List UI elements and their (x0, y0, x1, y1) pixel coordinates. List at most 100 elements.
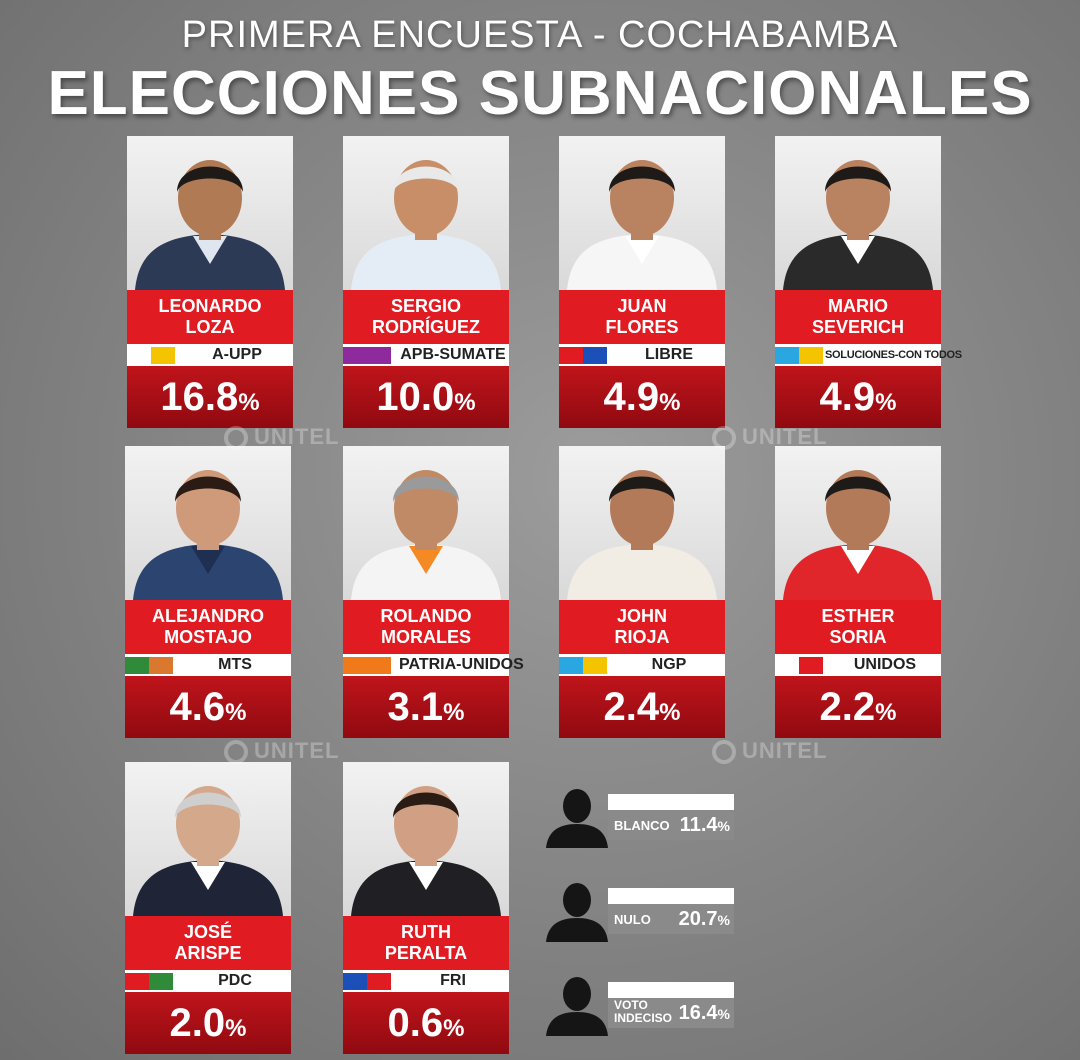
other-vote-value: 16.4% (678, 1002, 730, 1024)
party-color-swatch (799, 347, 823, 364)
candidate-card: ALEJANDRO MOSTAJO MTS 4.6% (125, 446, 291, 738)
candidate-name: ESTHER SORIA (775, 600, 941, 654)
party-row: LIBRE (559, 344, 725, 366)
party-row: SOLUCIONES-CON TODOS (775, 344, 962, 366)
page-title: ELECCIONES SUBNACIONALES (47, 59, 1033, 128)
party-name: PDC (218, 972, 252, 989)
label-bar-top (608, 794, 734, 810)
candidate-photo (133, 786, 283, 916)
party-color-swatch (367, 347, 391, 364)
party-color-swatch (367, 657, 391, 674)
vote-percentage: 2.4% (559, 676, 725, 738)
percent-sign: % (443, 1015, 465, 1042)
candidate-photo-frame (559, 446, 725, 600)
candidate-photo-frame (559, 136, 725, 290)
other-vote-value: 20.7% (678, 908, 730, 930)
candidate-first-name: SERGIO (390, 296, 461, 316)
party-name: LIBRE (645, 346, 693, 363)
vote-value: 4.9 (603, 375, 660, 419)
party-name: FRI (440, 972, 466, 989)
candidate-photo (783, 160, 933, 290)
label-bar: VOTO INDECISO 16.4% (608, 998, 734, 1028)
candidate-name: LEONARDO LOZA (127, 290, 293, 344)
candidate-first-name: ESTHER (821, 606, 895, 626)
candidate-card: RUTH PERALTA FRI 0.6% (343, 762, 509, 1054)
party-color-swatch (775, 347, 799, 364)
watermark: UNITEL (712, 424, 827, 451)
party-color-swatch (583, 657, 607, 674)
label-bar-top (608, 982, 734, 998)
watermark: UNITEL (224, 738, 339, 765)
candidate-photo (783, 470, 933, 600)
party-color-swatch (149, 657, 173, 674)
party-row: PATRIA-UNIDOS (343, 654, 524, 676)
watermark: UNITEL (224, 424, 339, 451)
other-vote-row: NULO 20.7% (544, 880, 734, 942)
party-name: APB-SUMATE (400, 346, 506, 363)
vote-percentage: 2.0% (125, 992, 291, 1054)
candidate-first-name: LEONARDO (158, 296, 262, 316)
percent-sign: % (875, 389, 897, 416)
other-vote-label: BLANCO (614, 818, 670, 833)
percent-sign: % (875, 699, 897, 726)
candidate-card: MARIO SEVERICH SOLUCIONES-CON TODOS 4.9% (775, 136, 962, 428)
candidate-first-name: MARIO (828, 296, 888, 316)
other-vote-label: VOTO INDECISO (614, 998, 673, 1025)
candidate-photo (567, 160, 717, 290)
candidate-photo-frame (125, 446, 291, 600)
candidate-card: ROLANDO MORALES PATRIA-UNIDOS 3.1% (343, 446, 524, 738)
vote-value: 3.1 (387, 685, 444, 729)
party-color-swatch (127, 347, 151, 364)
candidate-card: JUAN FLORES LIBRE 4.9% (559, 136, 725, 428)
vote-percentage: 3.1% (343, 676, 509, 738)
party-color-swatch (343, 973, 367, 990)
vote-percentage: 4.9% (559, 366, 725, 428)
other-vote-value: 11.4% (679, 814, 730, 836)
candidate-last-name: PERALTA (384, 943, 468, 963)
percent-sign: % (717, 1006, 730, 1022)
party-color-swatch (559, 657, 583, 674)
party-color-swatch (151, 347, 175, 364)
label-bar: BLANCO 11.4% (608, 810, 734, 840)
candidate-last-name: MORALES (381, 627, 471, 647)
candidate-photo-frame (343, 136, 509, 290)
candidate-last-name: RIOJA (614, 627, 670, 647)
candidate-name: JOSÉ ARISPE (125, 916, 291, 970)
candidate-name: JUAN FLORES (559, 290, 725, 344)
percent-sign: % (225, 699, 247, 726)
candidate-last-name: SEVERICH (811, 317, 905, 337)
candidate-card: ESTHER SORIA UNIDOS 2.2% (775, 446, 941, 738)
party-name: PATRIA-UNIDOS (399, 656, 524, 673)
candidate-first-name: JUAN (617, 296, 667, 316)
party-name: SOLUCIONES-CON TODOS (825, 349, 962, 361)
candidate-first-name: ROLANDO (380, 606, 472, 626)
person-silhouette-icon (546, 789, 608, 848)
vote-value: 2.0 (169, 1001, 226, 1045)
candidate-last-name: LOZA (185, 317, 235, 337)
other-vote-row: VOTO INDECISO 16.4% (544, 974, 734, 1036)
candidate-photo (135, 160, 285, 290)
candidate-card: SERGIO RODRÍGUEZ APB-SUMATE 10.0% (343, 136, 509, 428)
candidate-last-name: ARISPE (174, 943, 242, 963)
vote-value: 4.6 (169, 685, 226, 729)
candidate-name: JOHN RIOJA (559, 600, 725, 654)
vote-value: 2.2 (819, 685, 876, 729)
candidate-photo (351, 470, 501, 600)
party-color-swatch (799, 657, 823, 674)
candidate-photo (567, 470, 717, 600)
percent-sign: % (659, 699, 681, 726)
vote-percentage: 16.8% (127, 366, 293, 428)
party-color-swatch (367, 973, 391, 990)
candidate-photo-frame (125, 762, 291, 916)
vote-percentage: 4.9% (775, 366, 941, 428)
candidate-photo (351, 160, 501, 290)
party-color-swatch (559, 347, 583, 364)
candidate-last-name: RODRÍGUEZ (372, 317, 480, 337)
candidate-last-name: SORIA (829, 627, 887, 647)
candidate-name: SERGIO RODRÍGUEZ (343, 290, 509, 344)
candidate-last-name: MOSTAJO (164, 627, 252, 647)
candidate-last-name: FLORES (605, 317, 679, 337)
candidate-photo (351, 786, 501, 916)
candidate-card: JOSÉ ARISPE PDC 2.0% (125, 762, 291, 1054)
person-silhouette-icon (546, 977, 608, 1036)
